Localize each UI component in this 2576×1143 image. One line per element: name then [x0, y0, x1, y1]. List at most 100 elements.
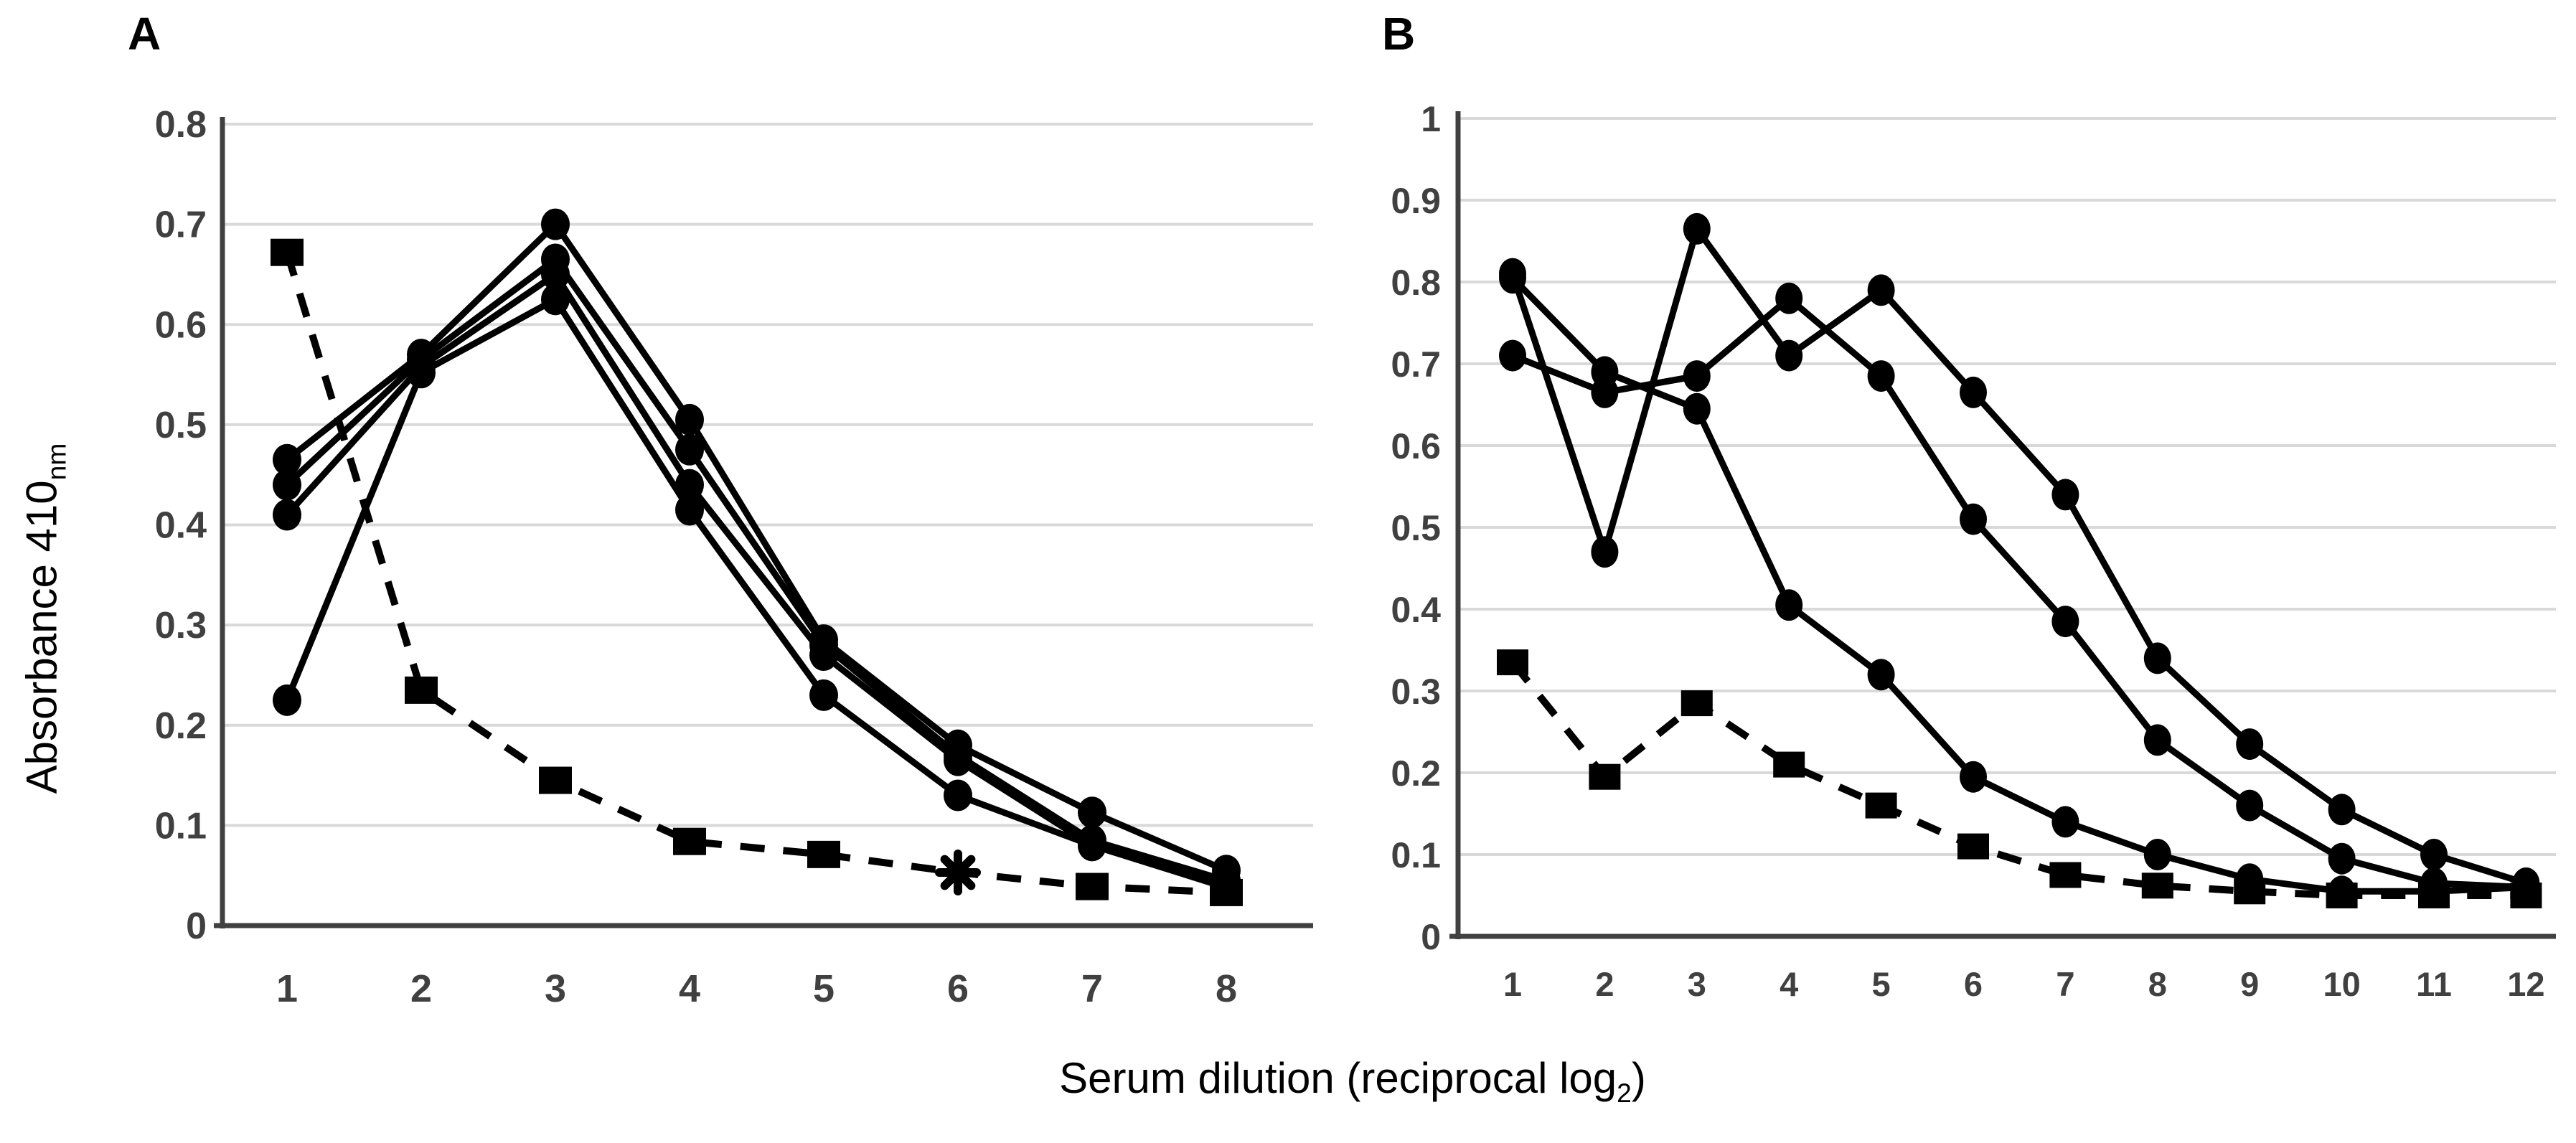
y-tick-label: 0 [1421, 917, 1441, 957]
x-tick-label: 5 [1872, 965, 1891, 1003]
data-point-circle [2051, 479, 2079, 511]
x-axis-title-suffix: ) [1631, 1054, 1646, 1102]
data-point-circle [1078, 796, 1106, 829]
x-axis-title-subscript: 2 [1617, 1078, 1632, 1108]
data-point-circle [1499, 339, 1526, 372]
x-tick-label: 6 [947, 967, 969, 1010]
data-point-circle [1775, 339, 1803, 372]
x-tick-label: 11 [2416, 965, 2452, 1003]
x-tick-label: 8 [1216, 967, 1237, 1010]
x-tick-label: 6 [1964, 965, 1983, 1003]
data-point-circle [2236, 728, 2264, 761]
data-point-circle [1683, 360, 1711, 392]
data-point-circle [273, 499, 301, 531]
y-tick-label: 0.6 [155, 304, 207, 346]
data-point-circle [1499, 262, 1526, 294]
y-tick-label: 0.9 [1391, 181, 1441, 221]
data-point-circle [675, 433, 704, 466]
panel-a: 0.8 0.7 0.6 0.5 0.4 0.3 0.2 0.1 0 1 2 3 4 5 6 7 8 [155, 104, 1313, 1010]
x-tick-label: 9 [2240, 965, 2259, 1003]
data-point-circle [675, 403, 704, 436]
data-point-circle [273, 443, 301, 476]
solid-line [284, 255, 1228, 884]
asterisk-marker [935, 849, 981, 895]
data-point-circle [675, 494, 704, 526]
data-point-circle [1683, 392, 1711, 425]
data-point-square [2049, 862, 2082, 888]
data-point-square [2234, 878, 2266, 905]
y-tick-label: 0.7 [155, 204, 207, 246]
data-point-square [807, 840, 840, 868]
series-serum-b2 [1499, 262, 2540, 908]
x-tick-label: 2 [1595, 965, 1614, 1003]
panel-b-label: B [1382, 8, 1416, 60]
data-point-square [1076, 872, 1109, 900]
x-axis-title-text: Serum dilution (reciprocal log [1059, 1054, 1617, 1102]
data-point-square [405, 676, 438, 704]
data-point-circle [2143, 839, 2171, 870]
data-point-circle [1867, 659, 1895, 691]
data-point-circle [1683, 212, 1711, 245]
x-axis-title: Serum dilution (reciprocal log2) [129, 1053, 2576, 1109]
y-axis-title-text: Absorbance 410 [17, 480, 66, 794]
y-tick-label: 1 [1421, 99, 1441, 139]
x-tick-label: 1 [276, 967, 298, 1010]
data-point-circle [1775, 282, 1803, 314]
data-point-circle [809, 679, 838, 711]
data-point-circle [2328, 842, 2356, 875]
series-serum-b3 [1499, 282, 2540, 903]
data-point-circle [2051, 606, 2079, 638]
data-point-circle [1960, 503, 1987, 535]
y-tick-label: 0.5 [155, 405, 207, 446]
data-point-circle [2143, 724, 2171, 756]
y-tick-label: 0.2 [1391, 753, 1441, 794]
x-tick-label: 2 [410, 967, 432, 1010]
data-point-circle [273, 684, 301, 716]
panel-a-label: A [128, 8, 161, 60]
data-point-circle [1960, 761, 1987, 793]
solid-line [284, 270, 1228, 887]
x-tick-label: 5 [813, 967, 835, 1010]
dashed-line [1510, 659, 2526, 899]
data-point-circle [1867, 274, 1895, 306]
data-point-circle [1775, 589, 1803, 621]
series-control-b [1497, 649, 2542, 908]
y-tick-label: 0.8 [155, 104, 207, 146]
data-point-circle [541, 283, 570, 316]
data-point-circle [541, 208, 570, 240]
y-tick-label: 0.4 [155, 505, 207, 547]
data-point-square [1589, 763, 1621, 790]
data-point-square [1497, 649, 1528, 676]
solid-line [1510, 276, 2526, 895]
data-point-circle [1960, 376, 1987, 408]
data-point-square [2326, 883, 2358, 908]
x-tick-label: 10 [2323, 965, 2360, 1003]
y-tick-label: 0.1 [1391, 835, 1441, 875]
data-point-square [1210, 878, 1243, 906]
data-point-circle [2328, 794, 2356, 826]
data-point-circle [2143, 642, 2171, 674]
x-tick-label: 8 [2148, 965, 2167, 1003]
data-point-circle [944, 744, 972, 776]
data-point-circle [1078, 829, 1106, 862]
x-tick-label: 12 [2507, 965, 2544, 1003]
data-point-square [2141, 872, 2173, 899]
data-point-circle [2051, 806, 2079, 838]
data-point-circle [1591, 536, 1619, 568]
y-tick-label: 0.2 [155, 705, 207, 747]
data-point-square [673, 827, 706, 855]
y-tick-label: 0.8 [1391, 263, 1441, 303]
data-point-circle [1591, 376, 1619, 408]
y-tick-label: 0.7 [1391, 344, 1441, 385]
y-tick-label: 0.6 [1391, 426, 1441, 466]
asterisk-stroke [940, 855, 976, 890]
y-tick-label: 0.3 [155, 605, 207, 646]
solid-line [285, 219, 1228, 874]
data-point-circle [1867, 360, 1895, 392]
data-point-circle [2420, 839, 2448, 870]
data-point-square [271, 238, 304, 266]
data-point-circle [407, 357, 436, 389]
x-tick-label: 4 [1780, 965, 1798, 1003]
solid-line [1509, 221, 2527, 887]
